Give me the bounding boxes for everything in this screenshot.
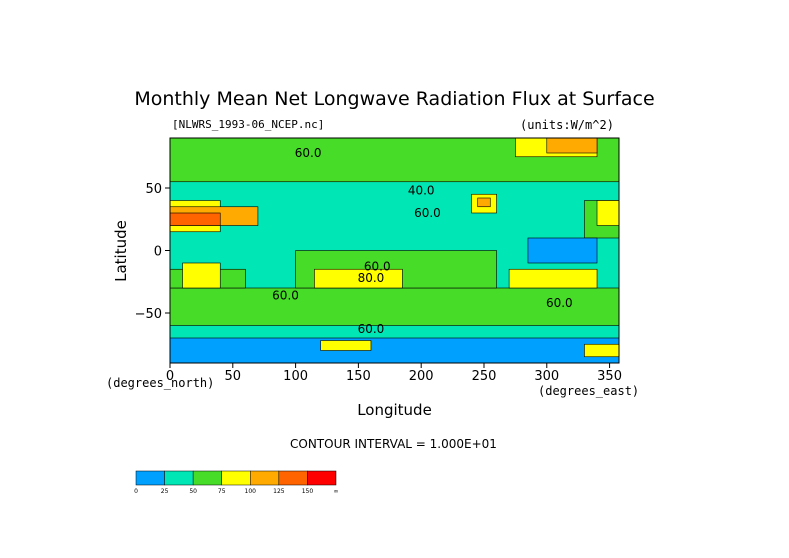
colorbar-label-0: 0 [134,488,138,495]
x-tick-label-6: 300 [534,369,559,384]
contour-label-5: 60.0 [272,288,299,302]
colorbar-swatch-3 [221,470,251,486]
contour-interval-label: CONTOUR INTERVAL = 1.000E+01 [290,437,497,451]
contour-label-2: 60.0 [414,206,441,220]
colorbar-label-1: 25 [161,488,169,495]
chart-title: Monthly Mean Net Longwave Radiation Flux… [134,88,655,110]
x-tick-label-3: 150 [346,369,371,384]
y-unit-label: (degrees_north) [106,376,215,390]
heatmap-region-2 [170,287,619,326]
contour-label-6: 60.0 [546,296,573,310]
x-tick-label-7: 350 [597,369,622,384]
heatmap-region-13 [477,197,491,208]
colorbar-label-6: 150 [302,488,314,495]
x-tick-label-1: 50 [225,369,242,384]
heatmap-region-6 [527,237,598,264]
heatmap-region-15 [596,200,619,226]
contour-label-7: 60.0 [358,322,385,336]
units-label: (units:W/m^2) [520,118,614,132]
heatmap-region-19 [320,340,372,351]
colorbar-swatch-5 [278,470,308,486]
heatmap-region-7 [314,268,403,289]
y-tick-label-0: 50 [145,182,162,197]
x-tick-label-2: 100 [283,369,308,384]
colorbar: 0 25 50 75 100 125 150 ∞ [134,470,339,495]
colorbar-swatch-2 [192,470,222,486]
colorbar-label-7: ∞ [334,488,339,495]
heatmap-region-14 [508,268,598,289]
heatmap-region-8 [182,262,221,289]
heatmap-region-11 [170,212,221,226]
x-tick-group: 0 50 100 150 200 250 300 350 [166,363,622,384]
heatmap-region-17 [546,138,598,154]
chart-subtitle: [NLWRS_1993-06_NCEP.nc] [172,118,325,131]
heatmap-regions [170,138,619,363]
colorbar-swatch-1 [164,470,194,486]
colorbar-swatch-4 [250,470,280,486]
y-tick-label-2: −50 [135,307,162,322]
colorbar-label-3: 75 [218,488,226,495]
contour-label-3: 80.0 [358,271,385,285]
heatmap-region-20 [584,343,619,358]
contour-label-0: 60.0 [295,146,322,160]
y-tick-label-1: 0 [154,245,162,260]
y-tick-group: 50 0 −50 [135,182,170,322]
x-tick-label-5: 250 [472,369,497,384]
contour-label-group: 60.040.060.080.060.060.060.060.0 [272,146,573,336]
colorbar-label-4: 100 [245,488,257,495]
x-tick-label-0: 0 [166,369,174,384]
colorbar-label-2: 50 [189,488,197,495]
x-unit-label: (degrees_east) [538,384,640,398]
colorbar-label-5: 125 [273,488,285,495]
x-axis-label: Longitude [357,401,432,419]
colorbar-swatch-0 [135,470,165,486]
heatmap-region-18 [170,337,619,363]
contour-label-4: 60.0 [364,260,391,274]
contour-label-1: 40.0 [408,183,435,197]
colorbar-swatch-6 [307,470,337,486]
x-tick-label-4: 200 [409,369,434,384]
